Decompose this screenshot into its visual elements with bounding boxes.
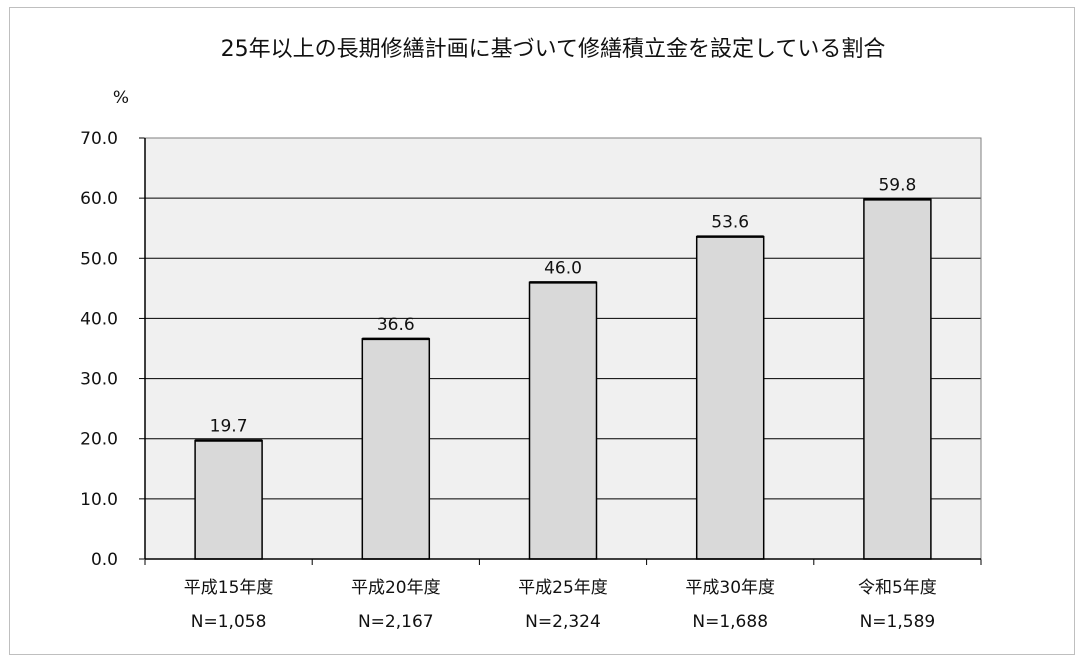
bars — [194, 198, 932, 560]
axes — [144, 137, 982, 560]
y-tick-label: 0.0 — [91, 550, 118, 570]
x-tick-label: 平成15年度 — [184, 578, 274, 598]
y-axis-ticks: 0.0 10.0 20.0 30.0 40.0 50.0 60.0 70.0 — [80, 129, 145, 570]
x-tick-sublabel: N=1,688 — [692, 612, 768, 632]
bar — [695, 235, 765, 560]
x-tick-sublabel: N=2,324 — [525, 612, 601, 632]
x-tick-label: 平成25年度 — [518, 578, 608, 598]
y-tick-label: 40.0 — [80, 309, 118, 329]
x-tick-label: 令和5年度 — [858, 578, 937, 598]
bar — [194, 439, 263, 560]
y-tick-label: 20.0 — [80, 430, 118, 450]
x-tick-sublabel: N=1,589 — [860, 612, 936, 632]
x-tick-sublabel: N=2,167 — [358, 612, 434, 632]
data-label: 36.6 — [377, 315, 415, 335]
bar — [528, 281, 598, 560]
y-axis-unit-label: % — [113, 88, 129, 108]
bar — [361, 338, 431, 560]
y-tick-label: 10.0 — [80, 490, 118, 510]
x-tick-label: 平成30年度 — [685, 578, 775, 598]
y-tick-label: 50.0 — [80, 249, 118, 269]
data-label: 19.7 — [210, 417, 248, 437]
y-tick-label: 70.0 — [80, 129, 118, 149]
x-tick-label: 平成20年度 — [351, 578, 441, 598]
x-axis-ticks: 平成15年度 N=1,058 平成20年度 N=2,167 平成25年度 N=2,324 平… — [144, 559, 982, 632]
data-label: 59.8 — [878, 175, 916, 195]
data-label: 46.0 — [544, 258, 582, 278]
data-label: 53.6 — [711, 213, 749, 233]
y-tick-label: 60.0 — [80, 189, 118, 209]
y-tick-label: 30.0 — [80, 370, 118, 390]
chart-title: 25年以上の長期修繕計画に基づいて修繕積立金を設定している割合 — [221, 37, 886, 62]
x-tick-sublabel: N=1,058 — [191, 612, 267, 632]
data-labels: 19.7 36.6 46.0 53.6 59.8 — [210, 175, 917, 436]
bar — [863, 198, 932, 560]
